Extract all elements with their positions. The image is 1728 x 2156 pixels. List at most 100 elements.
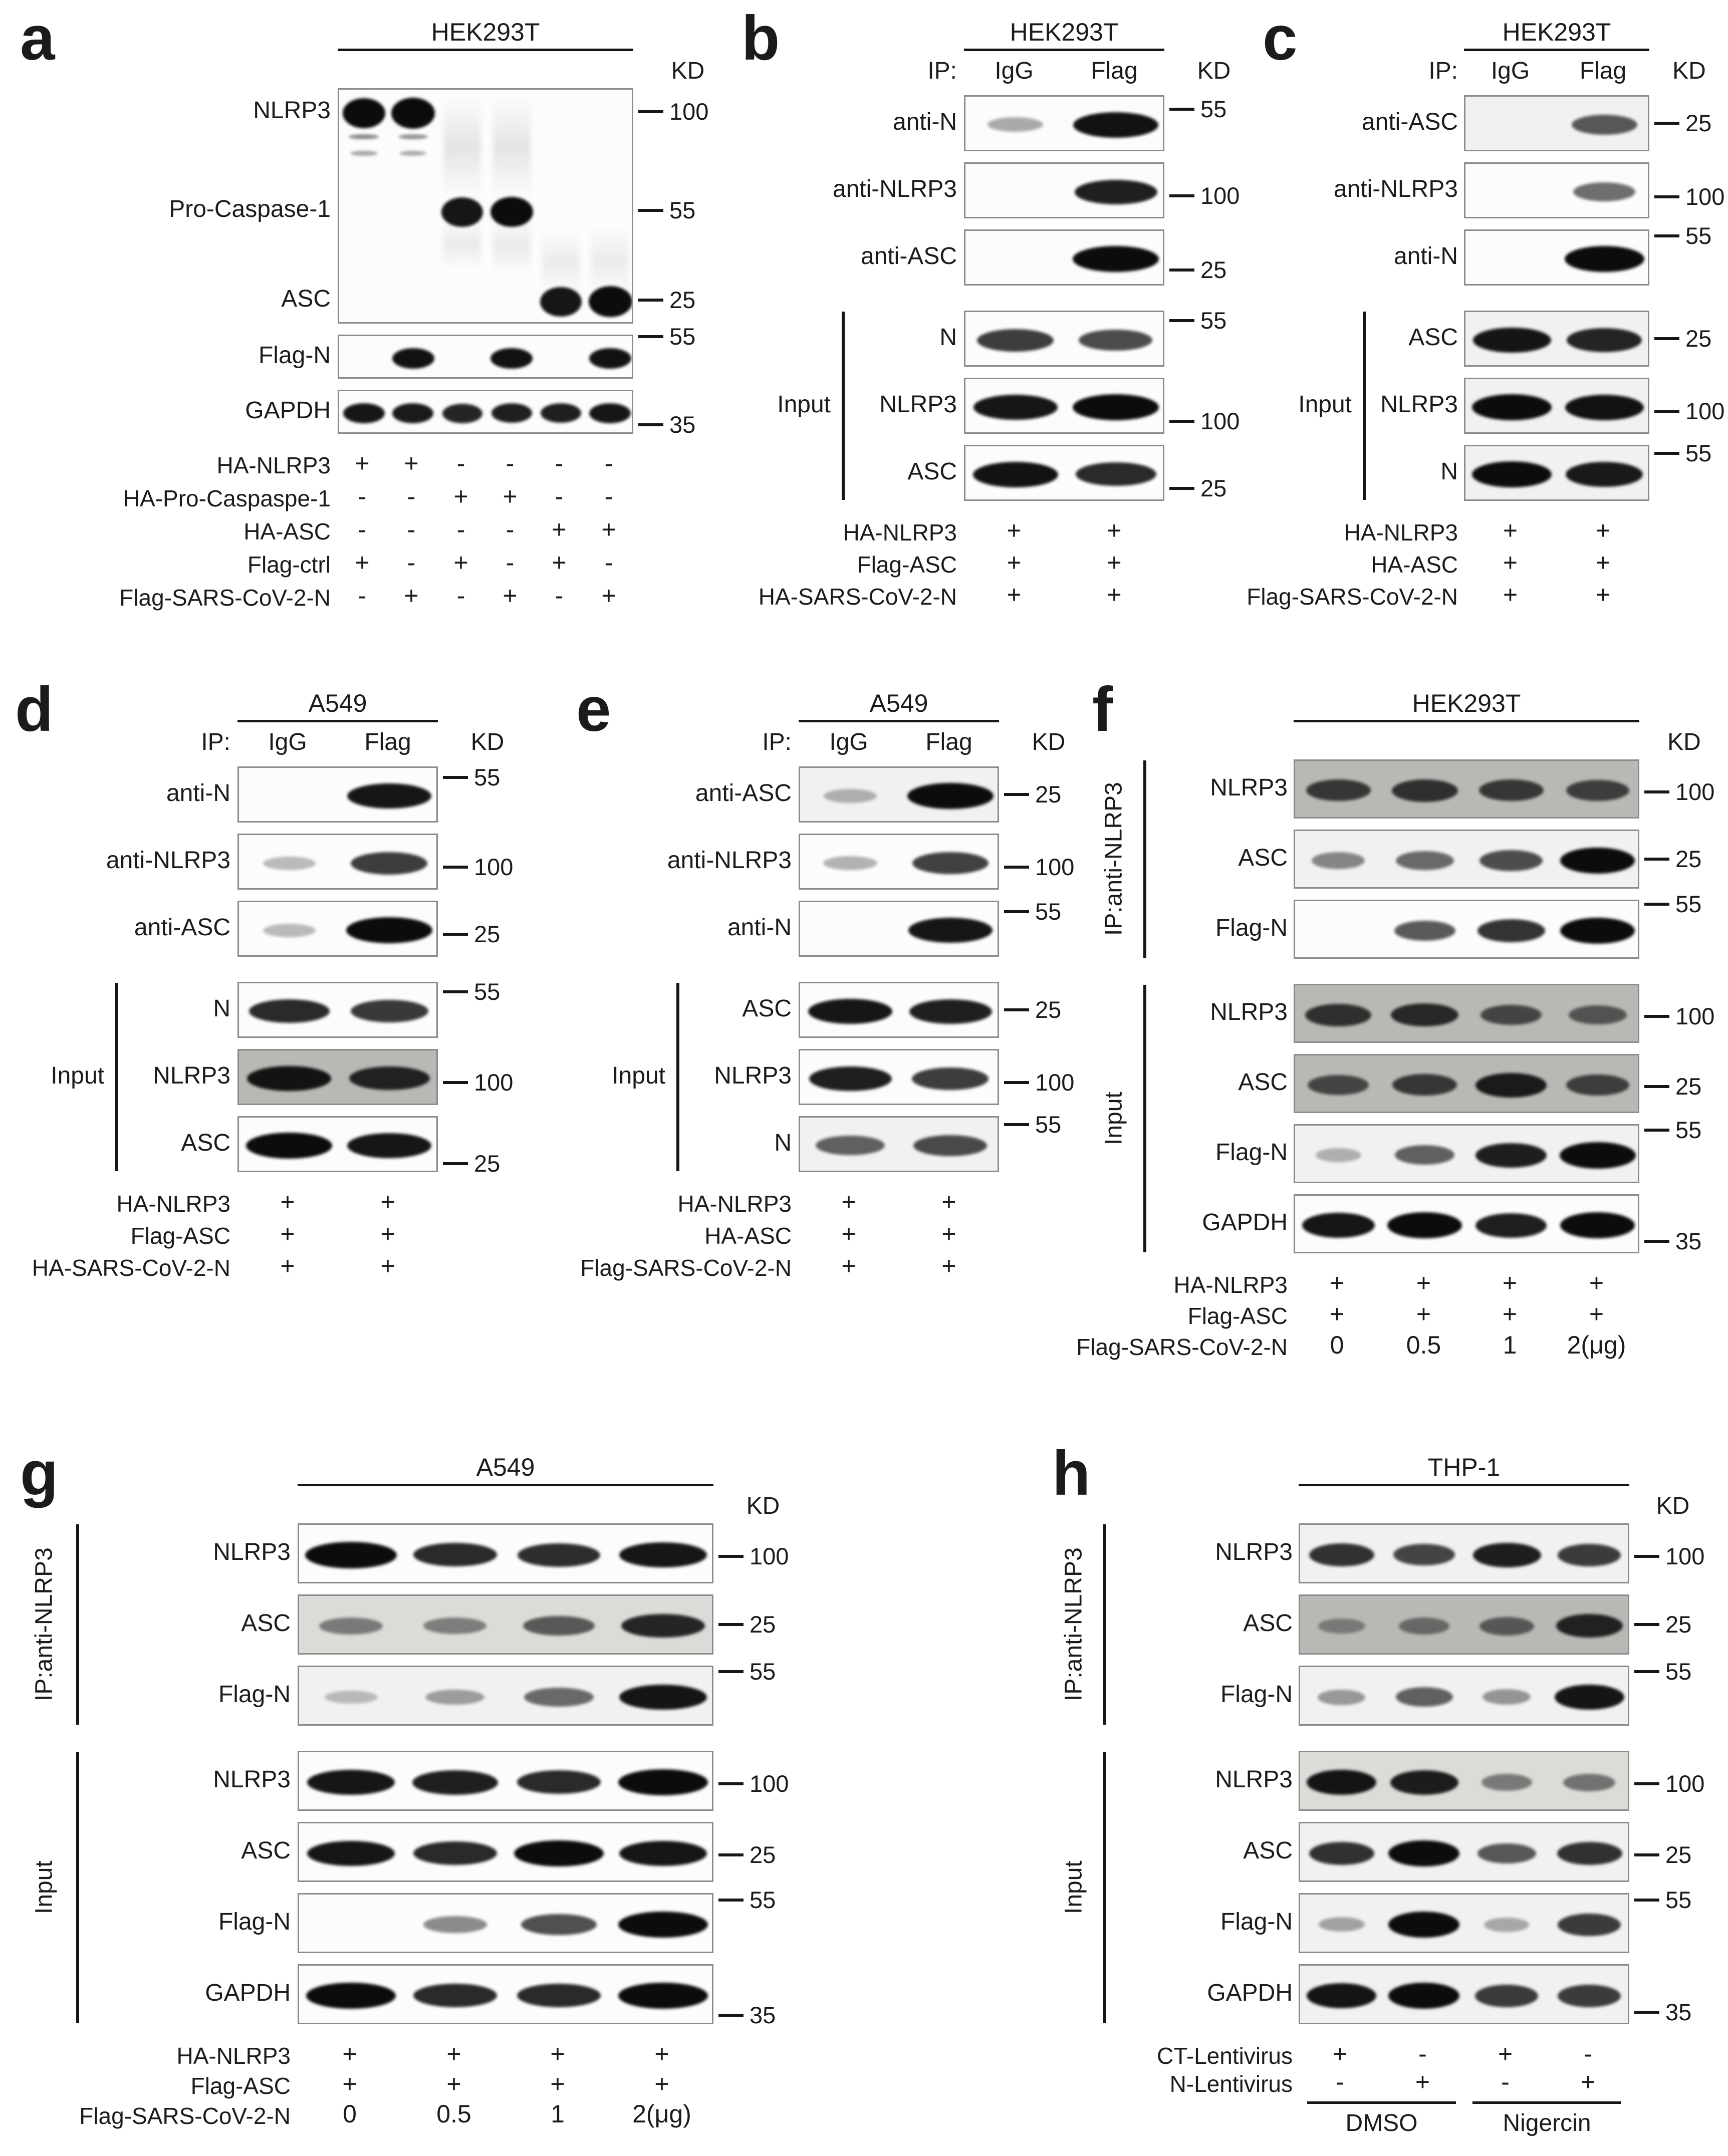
title-underline (298, 1484, 713, 1486)
blot-label: NLRP3 (153, 1062, 230, 1089)
blot-label: ASC (907, 458, 957, 485)
blot-band (491, 403, 532, 423)
marker-value: 25 (1665, 1611, 1692, 1638)
condition-label: HA-NLRP3 (843, 519, 957, 546)
blot-box (237, 834, 438, 890)
marker-tick (1004, 866, 1029, 869)
marker-value: 35 (669, 411, 696, 438)
blot-band (1475, 1143, 1547, 1168)
blot-band (1472, 394, 1552, 420)
blot-band (589, 286, 632, 317)
blot-box (298, 1893, 713, 1953)
blot-label: Flag-N (218, 1681, 291, 1708)
blot-band (1567, 328, 1642, 352)
blot-smear (443, 219, 481, 269)
marker-tick (1654, 337, 1679, 340)
blot-label: anti-N (892, 109, 957, 135)
marker-tick (443, 990, 468, 993)
section-bracket-line (1103, 1524, 1106, 1725)
condition-value: + (1503, 516, 1518, 545)
blot-label: GAPDH (1202, 1209, 1288, 1236)
title-underline (1464, 49, 1649, 51)
condition-value: - (456, 582, 465, 610)
blot-band (391, 98, 435, 129)
cell-line-title: HEK293T (1502, 18, 1611, 46)
condition-value: 0 (343, 2100, 357, 2128)
section-bracket-line (1143, 760, 1146, 958)
blot-band (523, 1616, 595, 1636)
blot-band (618, 1769, 708, 1795)
marker-value: 55 (1685, 440, 1712, 466)
blot-label: ASC (1408, 324, 1458, 351)
blot-band (325, 1691, 378, 1704)
marker-value: 25 (750, 1841, 776, 1868)
condition-value: + (1332, 2040, 1348, 2068)
blot-box (1464, 445, 1649, 501)
blot-box (298, 1666, 713, 1726)
marker-value: 100 (1675, 1003, 1715, 1029)
marker-tick (443, 866, 468, 869)
condition-label: Flag-ASC (857, 552, 957, 578)
blot-band (1556, 1614, 1623, 1638)
blot-band (540, 287, 582, 317)
marker-tick (1634, 1623, 1659, 1626)
kd-label: KD (671, 58, 705, 84)
blot-band (346, 917, 432, 943)
marker-tick (638, 423, 663, 426)
marker-value: 55 (1675, 891, 1702, 917)
blot-box (338, 88, 633, 324)
blot-box (799, 834, 999, 890)
blot-label: anti-NLRP3 (1333, 176, 1458, 202)
marker-value: 100 (750, 1770, 789, 1797)
condition-value: + (1416, 1269, 1431, 1297)
condition-value: + (841, 1220, 856, 1248)
blot-band (350, 151, 378, 156)
condition-label: Flag-ASC (1187, 1303, 1288, 1329)
section-bracket-line (1363, 312, 1366, 500)
blot-label: anti-NLRP3 (106, 847, 230, 874)
blot-band (412, 1770, 498, 1795)
condition-label: Flag-SARS-CoV-2-N (580, 1255, 792, 1281)
marker-tick (1169, 420, 1194, 423)
condition-value: + (1595, 516, 1611, 545)
blot-label: ASC (742, 995, 792, 1022)
blot-label: Flag-N (218, 1909, 291, 1935)
blot-label: NLRP3 (1215, 1539, 1293, 1565)
blot-band (423, 1916, 487, 1933)
marker-tick (1004, 793, 1029, 796)
section-bracket-label: IP:anti-NLRP3 (1100, 782, 1127, 936)
kd-label: KD (470, 729, 505, 755)
marker-value: 25 (1035, 781, 1062, 807)
condition-label: Flag-SARS-CoV-2-N (1247, 584, 1458, 610)
group-underline (1472, 2101, 1621, 2104)
condition-value: - (555, 582, 564, 610)
marker-value: 100 (1200, 408, 1240, 434)
blot-label: ASC (1238, 845, 1288, 871)
marker-tick (1654, 195, 1679, 198)
condition-value: - (604, 549, 613, 577)
blot-box (338, 335, 633, 379)
condition-label: HA-ASC (243, 518, 331, 545)
blot-band (1475, 1985, 1538, 2007)
blot-band (1396, 851, 1454, 870)
blot-band (423, 1618, 486, 1634)
blot-box (964, 311, 1164, 367)
condition-value: - (358, 515, 367, 544)
condition-value: + (552, 515, 567, 544)
blot-label: Flag-N (258, 342, 331, 369)
blot-label: N (774, 1130, 792, 1156)
condition-value: + (550, 2070, 565, 2098)
condition-value: + (503, 482, 518, 510)
blot-band (541, 403, 581, 423)
blot-band (1079, 330, 1152, 351)
blot-label: NLRP3 (213, 1766, 291, 1793)
blot-band (347, 1133, 431, 1158)
group-label: Nigercin (1503, 2110, 1591, 2136)
blot-smear (591, 226, 629, 295)
condition-value: + (1595, 581, 1611, 609)
cell-line-title: THP-1 (1427, 1453, 1501, 1481)
kd-label: KD (1667, 729, 1701, 755)
blot-box (237, 982, 438, 1038)
marker-tick (1654, 122, 1679, 125)
condition-label: HA-ASC (1371, 552, 1458, 578)
